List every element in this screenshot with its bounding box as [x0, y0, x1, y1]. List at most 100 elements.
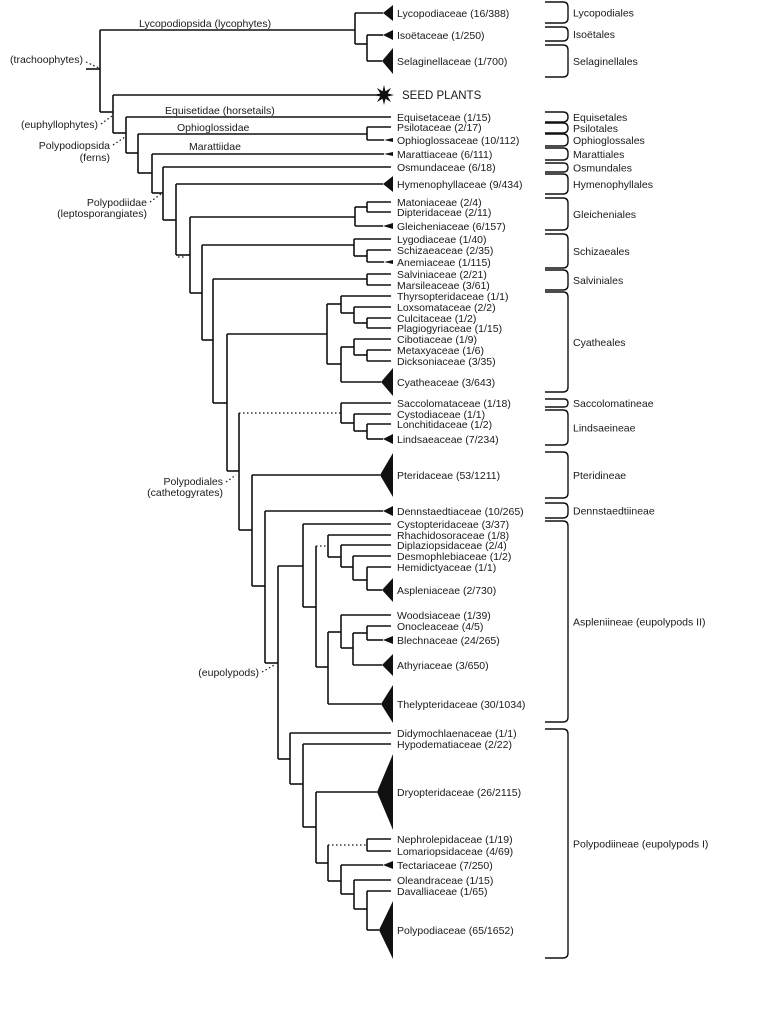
order-bracket [545, 398, 569, 408]
clade-label-polypodiidae: Polypodiidae [87, 197, 147, 209]
order-label: Equisetales [573, 112, 627, 124]
order-bracket [545, 1, 569, 24]
annotation-pointer [100, 115, 113, 125]
family-label: Oleandraceae (1/15) [397, 875, 493, 887]
collapsed-clade-triangle [382, 654, 393, 676]
family-label: Aspleniaceae (2/730) [397, 585, 496, 597]
clade-label-marattiidae: Marattiidae [189, 141, 241, 153]
order-bracket [545, 502, 569, 519]
clade-label-equisetidae: Equisetidae (horsetails) [165, 105, 275, 117]
collapsed-clade-triangle [379, 901, 393, 959]
family-label: Dryopteridaceae (26/2115) [397, 787, 521, 799]
clade-label-polypodiales: Polypodiales [163, 476, 223, 488]
family-label: Onocleaceae (4/5) [397, 621, 483, 633]
order-bracket [545, 122, 569, 134]
collapsed-clade-triangle [382, 578, 393, 602]
family-label: Plagiogyriaceae (1/15) [397, 323, 502, 335]
clade-label-tracheophytes: (trachoophytes) [10, 54, 83, 66]
order-label: Isoëtales [573, 29, 615, 41]
clade-label-polypodiopsida: Polypodiopsida [39, 140, 110, 152]
clade-label-leptosporangiates: (leptosporangiates) [57, 208, 147, 220]
order-label: Lindsaeineae [573, 423, 636, 435]
order-bracket [545, 520, 569, 723]
family-label: Osmundaceae (6/18) [397, 162, 496, 174]
family-label: Davalliaceae (1/65) [397, 886, 487, 898]
family-label: Equisetaceae (1/15) [397, 112, 491, 124]
annotation-pointer [149, 193, 162, 203]
family-label: Tectariaceae (7/250) [397, 860, 493, 872]
clade-label-ophioglossidae: Ophioglossidae [177, 122, 250, 134]
order-label: Pteridineae [573, 470, 626, 482]
family-label: Salviniaceae (2/21) [397, 269, 487, 281]
family-label: Cystodiaceae (1/1) [397, 409, 485, 421]
family-label: Athyriaceae (3/650) [397, 660, 489, 672]
family-label: Culcitaceae (1/2) [397, 313, 476, 325]
order-label: Cyatheales [573, 337, 626, 349]
order-label: Dennstaedtiineae [573, 506, 655, 518]
family-label: Thelypteridaceae (30/1034) [397, 699, 525, 711]
clade-label-cathetogyrates: (cathetogyrates) [147, 487, 223, 499]
annotation-pointer [85, 61, 100, 69]
order-bracket [545, 269, 569, 291]
family-label: Hypodematiaceae (2/22) [397, 739, 512, 751]
order-bracket [545, 233, 569, 269]
collapsed-clade-triangle [384, 138, 393, 142]
family-label: Hemidictyaceae (1/1) [397, 562, 496, 574]
clade-label-eupolypods: (eupolypods) [198, 667, 259, 679]
collapsed-clade-triangle [383, 30, 393, 40]
order-label: Lycopodiales [573, 8, 634, 20]
family-label: Dennstaedtiaceae (10/265) [397, 506, 524, 518]
annotation-pointer [112, 136, 126, 146]
collapsed-clade-triangle [380, 453, 393, 497]
annotation-pointer [261, 663, 277, 673]
collapsed-clade-triangle [377, 754, 393, 830]
collapsed-clade-triangle [383, 5, 393, 21]
family-label: Cyatheaceae (3/643) [397, 377, 495, 389]
collapsed-clade-triangle [383, 506, 393, 516]
family-label: Loxsomataceae (2/2) [397, 302, 496, 314]
order-bracket [545, 133, 569, 147]
order-bracket [545, 197, 569, 231]
collapsed-clade-triangle [384, 260, 393, 264]
family-label: Didymochlaenaceae (1/1) [397, 728, 517, 740]
order-bracket [545, 26, 569, 42]
family-label: Schizaeaceae (2/35) [397, 245, 493, 257]
collapsed-clade-triangle [384, 152, 393, 156]
order-bracket [545, 451, 569, 499]
order-bracket [545, 162, 569, 173]
family-label: Hymenophyllaceae (9/434) [397, 179, 523, 191]
collapsed-clade-triangle [383, 434, 393, 444]
family-label: Nephrolepidaceae (1/19) [397, 834, 513, 846]
collapsed-clade-triangle [382, 48, 393, 74]
order-bracket [545, 147, 569, 161]
family-label: Ophioglossaceae (10/112) [397, 135, 519, 147]
order-bracket [545, 111, 569, 123]
order-bracket [545, 728, 569, 959]
family-label: Diplaziopsidaceae (2/4) [397, 540, 507, 552]
family-label: Psilotaceae (2/17) [397, 122, 482, 134]
order-label: Saccolomatineae [573, 398, 654, 410]
family-label: Gleicheniaceae (6/157) [397, 221, 506, 233]
order-label: Psilotales [573, 123, 618, 135]
collapsed-clade-triangle [381, 685, 393, 723]
order-label: Aspleniineae (eupolypods II) [573, 617, 706, 629]
seed-plants-star-icon [374, 85, 394, 105]
order-label: Schizaeales [573, 246, 630, 258]
collapsed-clade-triangle [381, 368, 393, 396]
family-label: Metaxyaceae (1/6) [397, 345, 484, 357]
family-label: Rhachidosoraceae (1/8) [397, 530, 509, 542]
order-bracket [545, 173, 569, 195]
order-bracket [545, 409, 569, 446]
order-label: Selaginellales [573, 56, 638, 68]
collapsed-clade-triangle [383, 223, 393, 229]
collapsed-clade-triangle [383, 636, 393, 644]
order-label: Marattiales [573, 149, 624, 161]
collapsed-clade-triangle [383, 176, 393, 192]
family-label: Pteridaceae (53/1211) [397, 470, 500, 482]
order-label: Ophioglossales [573, 135, 645, 147]
order-label: Salviniales [573, 275, 623, 287]
family-label: Cystopteridaceae (3/37) [397, 519, 509, 531]
clade-label-euphyllophytes: (euphyllophytes) [21, 119, 98, 131]
family-label: Isoëtaceae (1/250) [397, 30, 485, 42]
